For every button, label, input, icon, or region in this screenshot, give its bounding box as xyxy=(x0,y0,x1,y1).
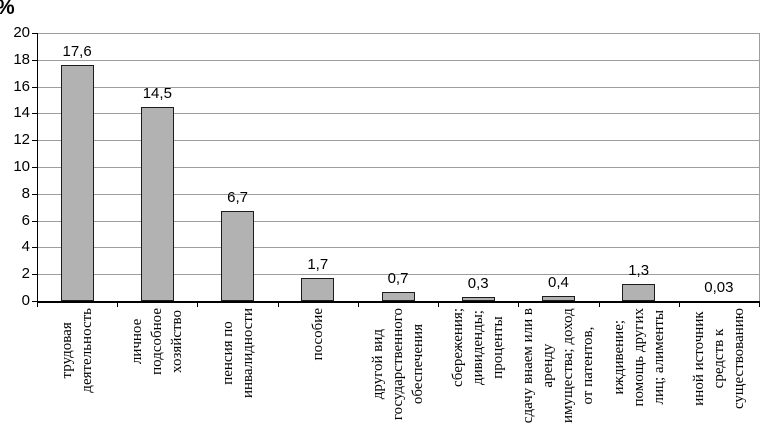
gridline xyxy=(37,86,759,88)
bar-value-label: 14,5 xyxy=(142,84,172,102)
gridline xyxy=(37,113,759,115)
category-label: другой вид государственного обеспечения xyxy=(370,308,426,421)
bar-value-label: 1,3 xyxy=(628,261,650,279)
bar xyxy=(140,106,174,301)
x-axis-tick xyxy=(438,301,440,307)
bar xyxy=(221,211,255,301)
y-axis-line xyxy=(37,33,38,301)
y-axis-tick xyxy=(32,140,37,142)
y-axis-tick xyxy=(32,167,37,168)
category-label: сдачу внаем или в аренду имущества; дохо… xyxy=(520,308,597,424)
bar xyxy=(461,296,495,301)
x-axis-line xyxy=(37,301,760,303)
plot-right-border xyxy=(759,33,760,301)
category-label: сбережения; дивиденды; проценты xyxy=(450,308,507,388)
y-axis-tick-label: 16 xyxy=(13,77,30,95)
gridline xyxy=(37,220,759,222)
y-axis-tick-label: 10 xyxy=(13,158,30,175)
y-axis-tick-label: 4 xyxy=(21,238,30,256)
bar-value-label: 0,3 xyxy=(467,274,489,292)
y-axis-tick xyxy=(32,59,37,61)
x-axis-tick xyxy=(197,301,199,307)
gridline xyxy=(37,193,759,195)
y-axis-tick xyxy=(32,113,37,115)
gridline xyxy=(37,59,759,61)
y-axis-tick xyxy=(32,193,37,195)
x-axis-tick xyxy=(277,301,279,307)
gridline xyxy=(37,33,759,34)
x-axis-tick xyxy=(518,301,520,307)
y-axis-tick-label: 6 xyxy=(21,211,30,229)
y-axis-tick xyxy=(32,274,37,276)
x-axis-tick xyxy=(678,301,680,307)
x-axis-tick xyxy=(759,301,760,307)
category-label: трудовая деятельность xyxy=(59,308,96,393)
y-axis-tick-label: 18 xyxy=(13,50,30,68)
category-label: пособие xyxy=(309,308,326,361)
bar-value-label: 1,7 xyxy=(307,256,329,274)
x-axis-tick xyxy=(37,301,38,307)
bar-value-label: 6,7 xyxy=(227,189,248,207)
y-axis-unit-label: % xyxy=(0,0,15,20)
y-axis-tick xyxy=(32,247,37,249)
bar-value-label: 0,03 xyxy=(704,278,734,296)
y-axis-tick-label: 0 xyxy=(21,292,30,309)
bar-value-label: 0,7 xyxy=(387,269,409,287)
category-label: пенсия по инвалидности xyxy=(219,308,256,399)
x-axis-tick xyxy=(598,301,600,307)
x-axis-tick xyxy=(117,301,119,307)
category-label: личное подсобное хозяйство xyxy=(129,308,186,375)
bar xyxy=(301,278,335,301)
bar-value-label: 17,6 xyxy=(62,43,92,61)
gridline xyxy=(37,247,759,249)
bar xyxy=(622,283,656,301)
gridline xyxy=(37,140,759,142)
bar xyxy=(381,291,415,301)
y-axis-tick-label: 14 xyxy=(13,104,30,122)
y-axis-tick-label: 20 xyxy=(13,24,30,41)
category-label: иной источник средств к существованию xyxy=(690,308,747,410)
category-label: иждивение; помощь других лиц; алименты xyxy=(610,308,667,407)
gridline xyxy=(37,167,759,168)
x-axis-tick xyxy=(357,301,359,307)
y-axis-tick-label: 12 xyxy=(13,131,30,149)
gridline xyxy=(37,274,759,276)
y-axis-tick xyxy=(32,33,37,34)
bar-value-label: 0,4 xyxy=(548,273,569,291)
y-axis-tick xyxy=(32,220,37,222)
y-axis-tick xyxy=(32,86,37,88)
bar xyxy=(60,65,94,301)
y-axis-tick xyxy=(32,301,37,302)
y-axis-tick-label: 2 xyxy=(21,265,30,283)
y-axis-tick-label: 8 xyxy=(21,184,30,202)
bar xyxy=(541,295,575,301)
